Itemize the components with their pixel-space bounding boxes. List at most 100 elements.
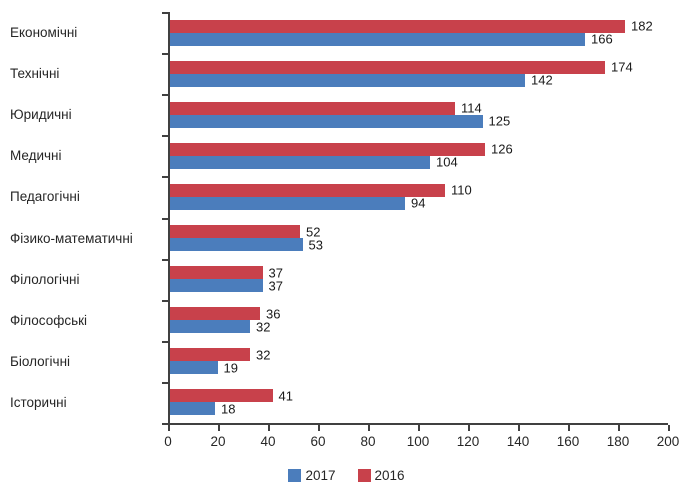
x-axis-tick-label: 120: [456, 434, 480, 449]
bar-group: 182 166: [170, 12, 670, 53]
bar-2016: [170, 266, 263, 280]
category-label: Біологічні: [10, 353, 71, 369]
x-axis-tick-label: 180: [606, 434, 630, 449]
y-axis-tick: [162, 299, 170, 302]
bar-2017: [170, 32, 585, 46]
plot-area: 182 166 174 142 114 125 126 104 110 94 52 53 37 37 36 3…: [162, 12, 670, 425]
y-axis-tick: [162, 381, 170, 384]
bar-row: 110: [170, 182, 670, 198]
x-axis-tick-label: 20: [210, 434, 226, 449]
category-label: Технічні: [10, 66, 60, 82]
category-labels: Економічні Технічні Юридичні Медичні Педагог…: [10, 12, 166, 423]
legend-label: 2017: [305, 468, 336, 483]
legend: 2017 2016: [0, 468, 693, 483]
x-axis-tick: [268, 425, 270, 431]
bar-row: 37: [170, 265, 670, 280]
bar-row: 126: [170, 141, 670, 157]
bar-row: 114: [170, 101, 670, 116]
bar-value-label: 126: [491, 141, 513, 157]
bar-value-label: 53: [308, 237, 323, 253]
bar-2017: [170, 114, 483, 128]
bar-row: 166: [170, 32, 670, 47]
bar-row: 36: [170, 306, 670, 322]
bar-row: 142: [170, 72, 670, 88]
y-axis-tick: [162, 340, 170, 343]
bar-row: 37: [170, 278, 670, 294]
bar-row: 41: [170, 388, 670, 404]
y-axis-tick: [162, 258, 170, 261]
bar-row: 174: [170, 59, 670, 75]
bar-group: 110 94: [170, 176, 670, 217]
bar-2017: [170, 402, 215, 416]
bar-row: 52: [170, 224, 670, 240]
y-axis-tick: [162, 176, 170, 179]
category-label: Філософські: [10, 312, 88, 328]
x-axis-tick-label: 160: [556, 434, 580, 449]
bar-2016: [170, 307, 260, 321]
y-axis-tick: [162, 217, 170, 220]
x-axis-tick: [618, 425, 620, 431]
y-axis-tick: [162, 53, 170, 56]
bar-2016: [170, 389, 273, 403]
y-axis-tick: [162, 135, 170, 138]
bar-row: 53: [170, 237, 670, 253]
bar-value-label: 174: [611, 59, 633, 75]
x-axis-tick: [468, 425, 470, 431]
bar-row: 32: [170, 319, 670, 334]
x-axis-tick-label: 200: [656, 434, 680, 449]
category-label: Юридичні: [10, 107, 72, 123]
y-axis-tick: [162, 12, 170, 14]
x-axis-tick: [568, 425, 570, 431]
legend-item-2017: 2017: [288, 468, 336, 483]
y-axis-tick: [162, 94, 170, 97]
bar-group: 36 32: [170, 300, 670, 341]
bar-2016: [170, 183, 445, 197]
x-axis-line: [168, 423, 668, 425]
bar-group: 114 125: [170, 94, 670, 135]
category-label: Історичні: [10, 394, 67, 410]
x-axis-tick: [368, 425, 370, 431]
bar-row: 125: [170, 113, 670, 129]
bar-value-label: 18: [221, 401, 236, 417]
category-label: Медичні: [10, 148, 62, 164]
legend-swatch-icon: [288, 469, 302, 482]
bar-2016: [170, 225, 300, 239]
bar-value-label: 52: [306, 224, 321, 240]
bar-value-label: 125: [488, 113, 511, 129]
bar-2016: [170, 142, 485, 156]
x-axis-tick-label: 40: [260, 434, 276, 449]
x-axis-tick: [668, 425, 670, 431]
category-label: Економічні: [10, 25, 78, 41]
x-axis-tick: [168, 425, 170, 431]
bar-2017: [170, 196, 405, 210]
bar-row: 18: [170, 401, 670, 417]
bar-2016: [170, 101, 455, 115]
bar-value-label: 37: [268, 278, 283, 294]
bar-row: 94: [170, 195, 670, 211]
bar-value-label: 110: [451, 182, 472, 198]
x-axis-tick: [218, 425, 220, 431]
x-axis-tick: [318, 425, 320, 431]
bar-group: 32 19: [170, 341, 670, 382]
bar-row: 32: [170, 347, 670, 362]
bar-group: 37 37: [170, 259, 670, 300]
bar-2017: [170, 238, 303, 252]
legend-swatch-icon: [357, 469, 371, 482]
bar-group: 52 53: [170, 217, 670, 258]
bar-group: 126 104: [170, 135, 670, 176]
bar-2016: [170, 60, 605, 74]
bar-value-label: 182: [631, 18, 653, 34]
bar-value-label: 94: [411, 195, 426, 211]
bar-row: 19: [170, 360, 670, 375]
category-label: Педагогічні: [10, 189, 80, 205]
x-axis-tick: [418, 425, 420, 431]
y-axis-tick: [162, 423, 170, 425]
bar-value-label: 41: [278, 388, 293, 404]
x-axis-tick-label: 100: [406, 434, 430, 449]
bar-2016: [170, 19, 625, 33]
category-label: Фізико-математичні: [10, 230, 133, 246]
bar-value-label: 36: [266, 306, 281, 322]
bar-value-label: 142: [531, 72, 553, 88]
bar-row: 104: [170, 155, 670, 170]
